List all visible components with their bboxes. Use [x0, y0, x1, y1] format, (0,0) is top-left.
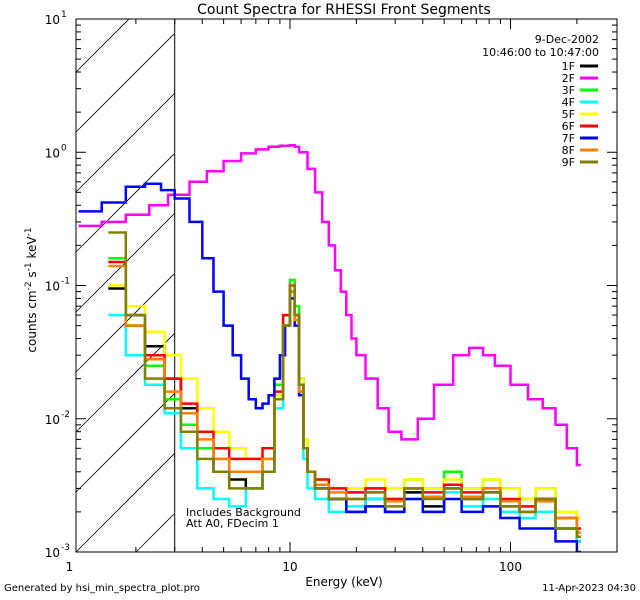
legend-label: 5F — [562, 108, 575, 121]
y-tick-label-base: 10 — [45, 146, 60, 160]
y-tick-label-base: 10 — [45, 13, 60, 27]
hatch-line — [75, 33, 175, 133]
y-tick-label-exponent: 1 — [61, 10, 67, 20]
legend-label: 6F — [562, 120, 575, 133]
y-tick-label: 10 1 — [45, 10, 67, 27]
legend-item-5F: 5F — [562, 108, 598, 121]
x-tick-label: 10 — [282, 560, 297, 574]
chart-title: Count Spectra for RHESSI Front Segments — [197, 2, 491, 18]
series-5F — [108, 284, 581, 520]
date-label: 9-Dec-2002 — [535, 33, 599, 46]
y-tick-label-exponent: -2 — [61, 410, 70, 420]
time-range-label: 10:46:00 to 10:47:00 — [482, 46, 599, 59]
y-tick-label: 10 -3 — [45, 543, 70, 560]
legend-label: 2F — [562, 72, 575, 85]
axis-ticks — [76, 18, 617, 553]
legend-label: 9F — [562, 156, 575, 169]
series-2F — [78, 143, 581, 467]
hatch-line — [75, 393, 175, 493]
y-tick-label-base: 10 — [45, 546, 60, 560]
legend-item-7F: 7F — [562, 132, 598, 145]
hatch-line — [75, 93, 175, 193]
x-tick-label: 1 — [66, 560, 74, 574]
legend-label: 7F — [562, 132, 575, 145]
hatch-line — [135, 513, 175, 553]
legend-label: 1F — [562, 60, 575, 73]
annotation-line-2: Att A0, FDecim 1 — [186, 517, 279, 530]
timestamp-label: 11-Apr-2023 04:30 — [542, 583, 636, 594]
y-tick-label-exponent: 0 — [61, 143, 67, 153]
legend-item-2F: 2F — [562, 72, 598, 85]
y-tick-label-exponent: -3 — [61, 543, 70, 553]
plot-frame — [75, 18, 618, 553]
hatch-line — [75, 18, 130, 73]
y-tick-label-exponent: -1 — [61, 277, 70, 287]
legend-item-8F: 8F — [562, 144, 598, 157]
y-tick-label: 10 -1 — [45, 277, 70, 294]
legend-label: 3F — [562, 84, 575, 97]
y-tick-label: 10 -2 — [45, 410, 70, 427]
legend-item-4F: 4F — [562, 96, 598, 109]
series-layer — [78, 143, 581, 552]
y-tick-label: 10 0 — [45, 143, 67, 160]
legend-item-6F: 6F — [562, 120, 598, 133]
legend-label: 4F — [562, 96, 575, 109]
x-tick-labels: 1 10 100 — [66, 560, 522, 574]
legend-item-3F: 3F — [562, 84, 598, 97]
legend-item-1F: 1F — [562, 60, 598, 73]
legend-label: 8F — [562, 144, 575, 157]
legend-item-9F: 9F — [562, 156, 598, 169]
x-axis-label: Energy (keV) — [305, 575, 382, 589]
series-1F — [108, 287, 581, 543]
y-tick-label-base: 10 — [45, 413, 60, 427]
generated-by-label: Generated by hsi_min_spectra_plot.pro — [4, 583, 200, 594]
hatch-line — [75, 333, 175, 433]
y-axis-label: counts cm-2 s-1 keV-1 — [24, 227, 39, 352]
annotation-line-1: Includes Background — [186, 506, 301, 519]
series-4F — [108, 297, 581, 543]
x-tick-label: 100 — [499, 560, 522, 574]
hatch-line — [75, 453, 175, 553]
series-9F — [108, 231, 581, 539]
y-tick-label-base: 10 — [45, 280, 60, 294]
